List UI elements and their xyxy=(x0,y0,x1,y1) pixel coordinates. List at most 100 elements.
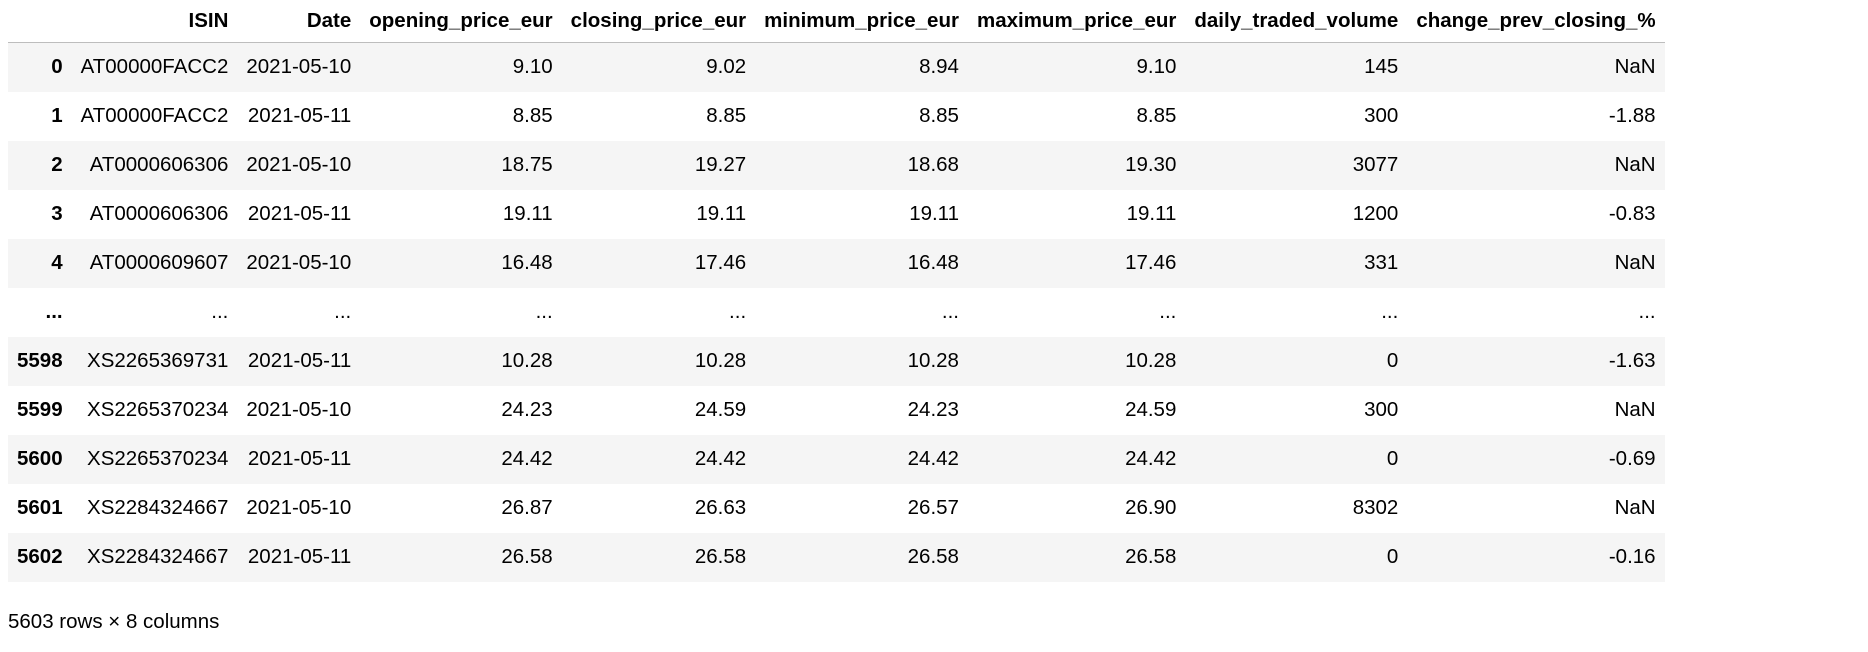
row-index: 2 xyxy=(51,153,63,176)
table-cell: XS2284324667 xyxy=(87,545,229,568)
table-cell: XS2265370234 xyxy=(87,398,229,421)
table-cell: ... xyxy=(334,300,352,323)
table-row: 1 AT00000FACC2 2021-05-11 8.85 8.85 8.85 8.85 3… xyxy=(8,91,1665,141)
table-cell: 26.90 xyxy=(1125,496,1177,519)
column-header-isin: ISIN xyxy=(71,0,238,43)
table-cell: NaN xyxy=(1614,398,1656,421)
table-cell: 18.68 xyxy=(907,153,959,176)
table-cell: ... xyxy=(1159,300,1177,323)
table-cell: 2021-05-11 xyxy=(247,104,352,127)
table-cell: -1.63 xyxy=(1608,349,1656,372)
table-cell: 19.11 xyxy=(909,202,959,225)
table-cell: 18.75 xyxy=(501,153,553,176)
table-cell: 24.23 xyxy=(907,398,959,421)
table-cell: ... xyxy=(1381,300,1399,323)
table-cell: AT0000606306 xyxy=(89,202,229,225)
table-cell: 8.94 xyxy=(919,55,959,79)
table-cell: 19.30 xyxy=(1125,153,1177,176)
row-index: 0 xyxy=(51,55,63,79)
table-cell: 0 xyxy=(1386,545,1399,568)
table-cell: 331 xyxy=(1364,251,1399,274)
column-header-change-prev-closing: change_prev_closing_% xyxy=(1407,0,1665,43)
table-cell: 26.58 xyxy=(1125,545,1177,568)
column-header-closing-price: closing_price_eur xyxy=(561,0,756,43)
table-cell: 24.59 xyxy=(1125,398,1177,421)
table-cell: ... xyxy=(535,300,553,323)
column-header-maximum-price: maximum_price_eur xyxy=(967,0,1186,43)
table-cell: 0 xyxy=(1386,447,1399,470)
table-cell: 17.46 xyxy=(694,251,747,274)
table-row: 0 AT00000FACC2 2021-05-10 9.10 9.02 8.94 9.10 1… xyxy=(8,42,1665,92)
table-row: 5598 XS2265369731 2021-05-11 10.28 10.28 10.2… xyxy=(8,336,1665,386)
table-cell: XS2265369731 xyxy=(87,349,229,372)
table-row: 5599 XS2265370234 2021-05-10 24.23 24.59 24.2… xyxy=(8,385,1665,435)
table-cell: 2021-05-11 xyxy=(247,447,352,470)
table-cell: 26.57 xyxy=(907,496,959,519)
table-cell: 24.42 xyxy=(1125,447,1177,470)
table-cell: 26.58 xyxy=(501,545,553,568)
column-header-opening-price: opening_price_eur xyxy=(360,0,562,43)
table-cell: 145 xyxy=(1364,55,1399,79)
table-row: 2 AT0000606306 2021-05-10 18.75 19.27 18.68 19… xyxy=(8,140,1665,190)
table-cell: 2021-05-10 xyxy=(246,153,352,176)
table-cell: 0 xyxy=(1386,349,1399,372)
table-cell: 8.85 xyxy=(512,104,553,127)
table-cell: 8.85 xyxy=(1136,104,1177,127)
table-row: 4 AT0000609607 2021-05-10 16.48 17.46 16.48 17… xyxy=(8,238,1665,288)
table-cell: 26.87 xyxy=(501,496,553,519)
table-cell: 300 xyxy=(1364,398,1399,421)
table-cell: 2021-05-10 xyxy=(246,55,352,79)
table-cell: 16.48 xyxy=(501,251,553,274)
row-index: 5600 xyxy=(17,447,63,470)
table-cell: 26.63 xyxy=(694,496,747,519)
table-cell: 24.42 xyxy=(694,447,747,470)
table-cell: XS2284324667 xyxy=(87,496,229,519)
table-cell: NaN xyxy=(1614,496,1656,519)
row-index: 5601 xyxy=(17,496,63,519)
table-cell: NaN xyxy=(1614,251,1656,274)
table-cell: 2021-05-10 xyxy=(246,398,352,421)
header-row: ISIN Date opening_price_eur closing_pric… xyxy=(8,0,1665,43)
row-index: 4 xyxy=(51,251,63,274)
table-cell: 17.46 xyxy=(1125,251,1177,274)
row-index: ... xyxy=(45,300,63,323)
table-cell: ... xyxy=(211,300,229,323)
table-cell: 19.11 xyxy=(696,202,747,225)
table-cell: 26.58 xyxy=(907,545,959,568)
table-cell: 3077 xyxy=(1352,153,1399,176)
table-cell: 19.11 xyxy=(502,202,553,225)
table-cell: 16.48 xyxy=(907,251,959,274)
table-cell: ... xyxy=(941,300,959,323)
table-cell: NaN xyxy=(1614,55,1656,79)
column-header-daily-volume: daily_traded_volume xyxy=(1185,0,1408,43)
table-cell: 9.10 xyxy=(512,55,553,79)
table-cell: -0.69 xyxy=(1608,447,1656,470)
table-cell: 2021-05-10 xyxy=(246,251,352,274)
index-header xyxy=(8,0,72,43)
row-index: 5602 xyxy=(17,545,63,568)
table-row: 5602 XS2284324667 2021-05-11 26.58 26.58 26.5… xyxy=(8,532,1665,582)
table-cell: 9.10 xyxy=(1136,55,1177,79)
table-cell: 8.85 xyxy=(919,104,959,127)
table-cell: 24.42 xyxy=(907,447,959,470)
table-row: 5601 XS2284324667 2021-05-10 26.87 26.63 26.5… xyxy=(8,483,1665,533)
table-cell: 24.59 xyxy=(694,398,747,421)
table-cell: 2021-05-11 xyxy=(247,545,352,568)
table-cell: 10.28 xyxy=(907,349,959,372)
row-index: 5599 xyxy=(17,398,63,421)
table-cell: -0.16 xyxy=(1608,545,1656,568)
table-cell: -0.83 xyxy=(1608,202,1656,225)
table-cell: 2021-05-11 xyxy=(247,202,352,225)
table-cell: 300 xyxy=(1364,104,1399,127)
table-cell: ... xyxy=(729,300,747,323)
column-header-minimum-price: minimum_price_eur xyxy=(755,0,968,43)
table-cell: 2021-05-10 xyxy=(246,496,352,519)
dataframe-table: ISIN Date opening_price_eur closing_pric… xyxy=(8,0,1665,582)
table-cell: NaN xyxy=(1614,153,1656,176)
table-cell: ... xyxy=(1638,300,1656,323)
column-header-date: Date xyxy=(237,0,361,43)
table-cell: 10.28 xyxy=(1125,349,1177,372)
table-cell: 2021-05-11 xyxy=(247,349,352,372)
table-cell: 10.28 xyxy=(694,349,747,372)
table-cell: 24.23 xyxy=(501,398,553,421)
